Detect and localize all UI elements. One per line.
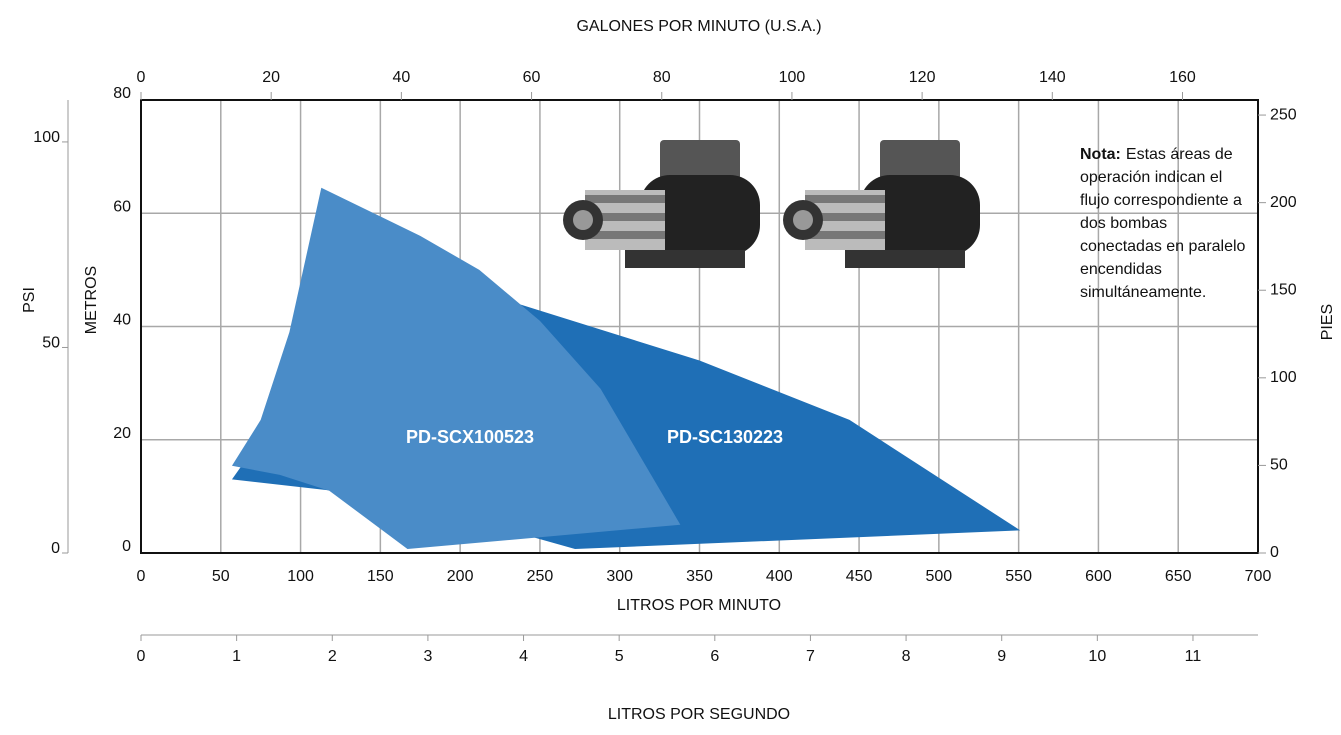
lps-tick-label: 2 [328, 648, 337, 665]
right-tick-label: 150 [1270, 281, 1297, 298]
note-line: operación indican el [1080, 169, 1222, 186]
lps-tick-label: 11 [1185, 648, 1202, 665]
y-tick-label: 20 [113, 425, 131, 442]
lps-tick-label: 1 [232, 648, 241, 665]
pump-image [783, 140, 980, 268]
top-tick-label: 140 [1039, 69, 1066, 86]
y-axis-title: METROS [83, 266, 100, 334]
note-label: Nota: [1080, 146, 1121, 163]
right-tick-label: 100 [1270, 369, 1297, 386]
x-tick-label: 550 [1005, 568, 1032, 585]
plot-frame [140, 99, 1259, 554]
lps-tick-label: 8 [902, 648, 911, 665]
lps-tick-label: 7 [806, 648, 815, 665]
series-label: PD-SC130223 [667, 427, 783, 447]
x-tick-label: 150 [367, 568, 394, 585]
right-tick-label: 0 [1270, 544, 1279, 561]
areas: PD-SC130223 PD-SCX100523 [231, 187, 1021, 550]
top-tick-label: 0 [137, 69, 146, 86]
lps-tick-label: 10 [1088, 648, 1106, 665]
area [231, 187, 681, 550]
y-tick-label: 80 [113, 85, 131, 102]
top-tick-label: 160 [1169, 69, 1196, 86]
top-axis-title: GALONES POR MINUTO (U.S.A.) [576, 18, 821, 35]
right-tick-label: 50 [1270, 457, 1288, 474]
x-tick-label: 600 [1085, 568, 1112, 585]
x-tick-label: 250 [527, 568, 554, 585]
lps-tick-label: 0 [137, 648, 146, 665]
note-line: simultáneamente. [1080, 284, 1206, 301]
psi-tick-label: 100 [33, 129, 60, 146]
lps-tick-label: 6 [710, 648, 719, 665]
right-axis-title: PIES [1319, 304, 1336, 340]
note-line: encendidas [1080, 261, 1162, 278]
top-tick-label: 60 [523, 69, 541, 86]
x-tick-label: 450 [846, 568, 873, 585]
note: Nota: Estas áreas de operación indican el f… [1080, 146, 1246, 301]
psi-axis-title: PSI [21, 287, 38, 313]
x-tick-label: 0 [137, 568, 146, 585]
note-line: dos bombas [1080, 215, 1167, 232]
note-line: Estas áreas de [1126, 146, 1233, 163]
lps-tick-label: 5 [615, 648, 624, 665]
top-tick-label: 100 [779, 69, 806, 86]
lps-tick-label: 4 [519, 648, 528, 665]
pump-images [563, 140, 980, 268]
pump-image [563, 140, 760, 268]
lps-axis-title: LITROS POR SEGUNDO [608, 706, 790, 723]
y-tick-label: 60 [113, 198, 131, 215]
right-tick-label: 200 [1270, 194, 1297, 211]
top-tick-label: 20 [262, 69, 280, 86]
note-line: conectadas en paralelo [1080, 238, 1246, 255]
x-tick-label: 700 [1245, 568, 1272, 585]
x-tick-label: 400 [766, 568, 793, 585]
x-tick-label: 300 [606, 568, 633, 585]
top-tick-label: 120 [909, 69, 936, 86]
psi-tick-label: 50 [42, 335, 60, 352]
psi-tick-label: 0 [51, 540, 60, 557]
series-label: PD-SCX100523 [406, 427, 534, 447]
note-line: flujo correspondiente a [1080, 192, 1242, 209]
y-tick-label: 0 [122, 538, 131, 555]
y-tick-label: 40 [113, 312, 131, 329]
x-tick-label: 50 [212, 568, 230, 585]
x-tick-label: 100 [287, 568, 314, 585]
x-tick-label: 350 [686, 568, 713, 585]
x-tick-label: 500 [926, 568, 953, 585]
x-tick-label: 200 [447, 568, 474, 585]
lps-tick-label: 3 [423, 648, 432, 665]
lps-tick-label: 9 [997, 648, 1006, 665]
top-tick-label: 80 [653, 69, 671, 86]
x-axis-title: LITROS POR MINUTO [617, 597, 781, 614]
top-tick-label: 40 [392, 69, 410, 86]
x-tick-label: 650 [1165, 568, 1192, 585]
right-tick-label: 250 [1270, 106, 1297, 123]
